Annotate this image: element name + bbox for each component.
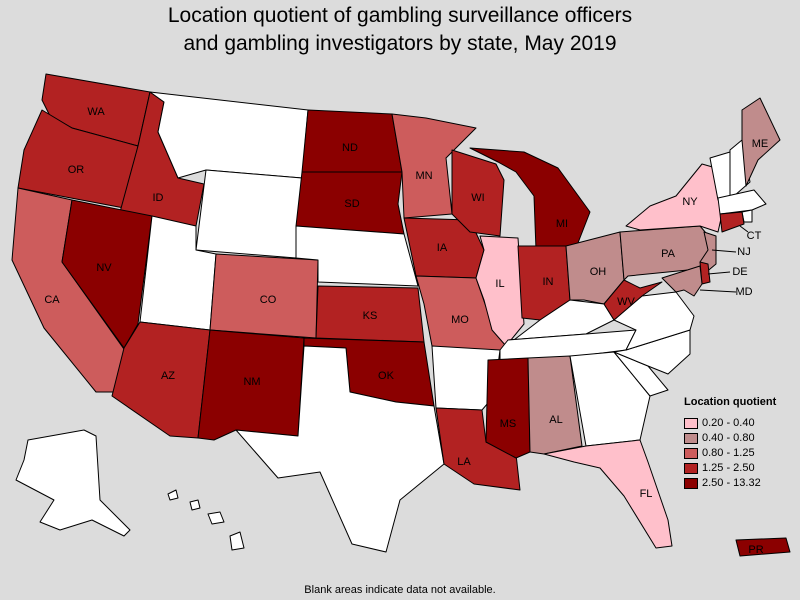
legend-swatch — [684, 432, 698, 444]
leader-CT — [739, 225, 749, 233]
state-label-MD: MD — [735, 286, 752, 298]
state-label-CO: CO — [260, 294, 277, 306]
legend-swatch — [684, 477, 698, 489]
map-title-line2: and gambling investigators by state, May… — [183, 32, 617, 55]
legend-label: 2.50 - 13.32 — [702, 477, 761, 489]
state-NE[interactable] — [295, 225, 419, 287]
state-label-IL: IL — [495, 278, 504, 290]
state-label-PR: PR — [748, 544, 763, 556]
footnote: Blank areas indicate data not available. — [304, 584, 496, 596]
state-label-ND: ND — [342, 142, 358, 154]
legend-item: 2.50 - 13.32 — [684, 476, 796, 490]
legend-label: 0.20 - 0.40 — [702, 417, 755, 429]
legend-items: 0.20 - 0.40 0.40 - 0.80 0.80 - 1.25 1.25… — [684, 416, 796, 490]
state-label-FL: FL — [640, 488, 653, 500]
legend-title: Location quotient — [684, 396, 777, 408]
state-label-NJ: NJ — [737, 246, 750, 258]
leader-DE — [707, 271, 731, 275]
state-label-DE: DE — [732, 266, 747, 278]
state-label-MO: MO — [451, 314, 469, 326]
state-label-NY: NY — [682, 196, 698, 208]
legend-swatch — [684, 462, 698, 474]
map-legend: Location quotient 0.20 - 0.40 0.40 - 0.8… — [684, 396, 796, 491]
map-title: Location quotient of gambling surveillan… — [0, 2, 800, 58]
legend-item: 1.25 - 2.50 — [684, 461, 796, 475]
state-GA[interactable] — [569, 351, 651, 447]
leader-MD — [699, 289, 737, 293]
legend-item: 0.80 - 1.25 — [684, 446, 796, 460]
state-FL[interactable] — [543, 439, 673, 549]
state-label-ID: ID — [153, 192, 164, 204]
state-label-AZ: AZ — [161, 370, 175, 382]
state-MS[interactable] — [485, 357, 531, 459]
state-label-SD: SD — [344, 198, 359, 210]
state-TX[interactable] — [235, 345, 445, 553]
state-label-IN: IN — [543, 276, 554, 288]
state-label-NM: NM — [243, 376, 260, 388]
state-label-OH: OH — [590, 266, 607, 278]
state-AK[interactable] — [15, 429, 131, 537]
state-ME[interactable] — [741, 97, 781, 187]
state-label-NV: NV — [96, 262, 112, 274]
state-label-WA: WA — [87, 106, 105, 118]
state-label-CA: CA — [44, 294, 60, 306]
state-WY[interactable] — [195, 169, 303, 259]
state-VA[interactable] — [613, 291, 695, 351]
state-label-WV: WV — [617, 296, 635, 308]
state-label-LA: LA — [457, 456, 471, 468]
state-MT[interactable] — [149, 91, 309, 179]
state-NY[interactable] — [625, 163, 723, 233]
state-label-OK: OK — [378, 370, 395, 382]
state-label-CT: CT — [747, 230, 762, 242]
state-NH[interactable] — [729, 139, 751, 197]
state-MD[interactable] — [661, 265, 703, 297]
state-WI[interactable] — [451, 149, 505, 237]
state-label-AL: AL — [549, 414, 562, 426]
state-label-OR: OR — [68, 164, 85, 176]
state-MA[interactable] — [717, 189, 767, 215]
state-label-MI: MI — [556, 218, 568, 230]
state-PR[interactable] — [735, 537, 791, 557]
state-label-WI: WI — [471, 192, 484, 204]
legend-label: 0.80 - 1.25 — [702, 447, 755, 459]
state-LA[interactable] — [435, 407, 521, 491]
state-label-KS: KS — [363, 310, 378, 322]
legend-swatch — [684, 447, 698, 459]
state-label-MS: MS — [500, 418, 517, 430]
state-label-PA: PA — [661, 248, 676, 260]
leader-NJ — [711, 249, 737, 253]
state-label-MN: MN — [415, 170, 432, 182]
legend-label: 1.25 - 2.50 — [702, 462, 755, 474]
legend-swatch — [684, 417, 698, 429]
state-label-IA: IA — [437, 242, 448, 254]
legend-label: 0.40 - 0.80 — [702, 432, 755, 444]
state-labels: WA OR ID NV CA AZ NM CO ND SD KS OK MN IA MO WI IL MI IN OH… — [44, 106, 768, 556]
state-SD[interactable] — [295, 171, 405, 235]
state-CT[interactable] — [719, 211, 745, 233]
state-label-ME: ME — [752, 138, 769, 150]
legend-item: 0.20 - 0.40 — [684, 416, 796, 430]
map-title-line1: Location quotient of gambling surveillan… — [167, 4, 633, 27]
state-HI[interactable] — [167, 489, 245, 551]
state-MN[interactable] — [391, 113, 477, 219]
legend-item: 0.40 - 0.80 — [684, 431, 796, 445]
